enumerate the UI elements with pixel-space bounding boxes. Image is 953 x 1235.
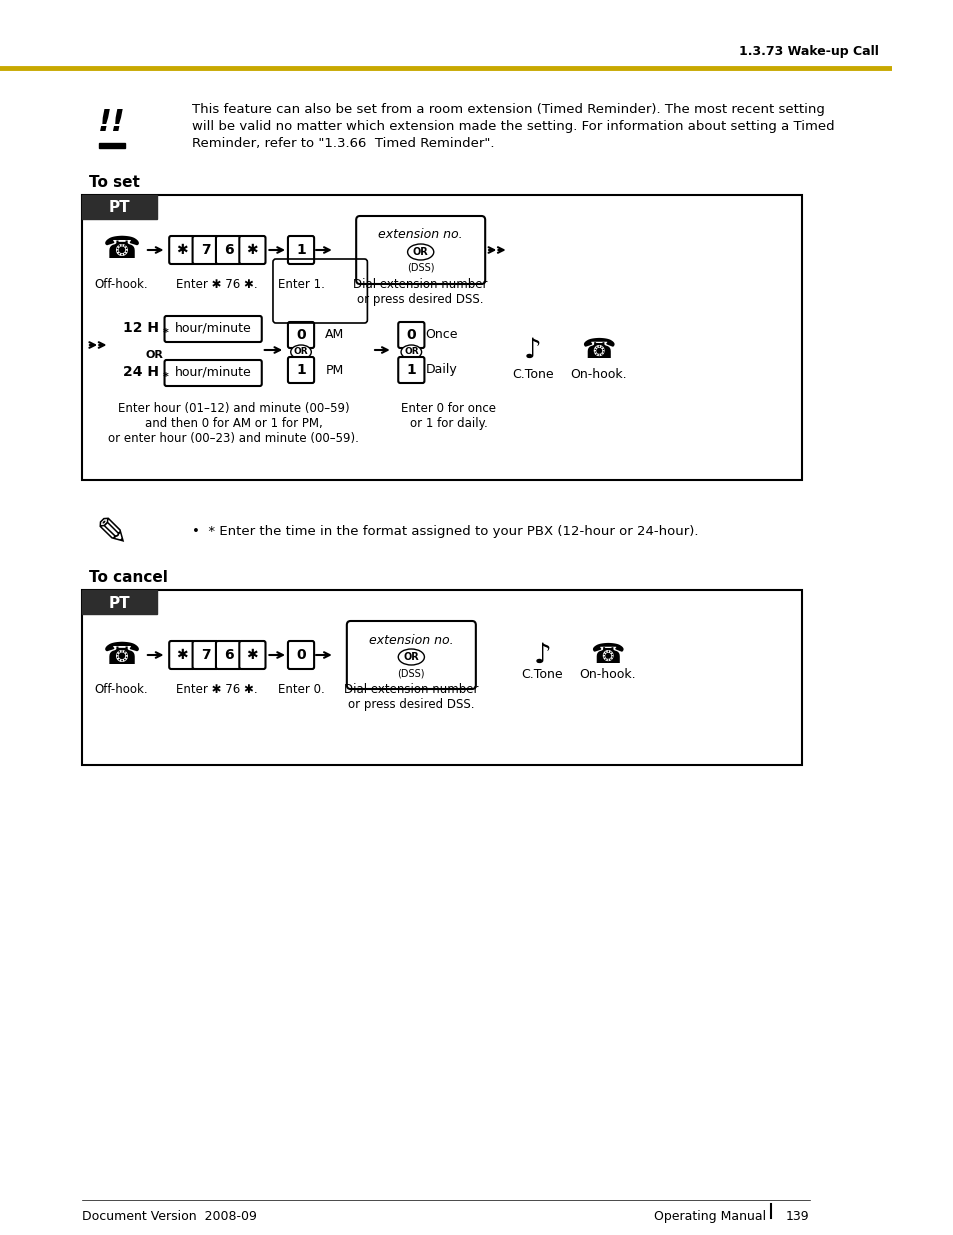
Text: To cancel: To cancel	[89, 571, 168, 585]
Text: 1.3.73 Wake-up Call: 1.3.73 Wake-up Call	[739, 46, 878, 58]
Text: ✱: ✱	[246, 243, 258, 257]
Text: Enter ✱ 76 ✱.: Enter ✱ 76 ✱.	[176, 683, 257, 697]
FancyBboxPatch shape	[169, 641, 195, 669]
Text: *: *	[163, 329, 169, 338]
Text: PT: PT	[109, 200, 131, 215]
FancyBboxPatch shape	[164, 316, 261, 342]
Text: (DSS): (DSS)	[407, 263, 434, 273]
Text: hour/minute: hour/minute	[174, 321, 252, 335]
Text: 24 H: 24 H	[123, 366, 159, 379]
Text: 12 H: 12 H	[123, 321, 159, 335]
Text: Enter 0 for once: Enter 0 for once	[401, 403, 496, 415]
Text: Operating Manual: Operating Manual	[654, 1210, 766, 1223]
Text: Dial extension number
or press desired DSS.: Dial extension number or press desired D…	[344, 683, 478, 711]
Text: ✱: ✱	[176, 648, 188, 662]
FancyBboxPatch shape	[288, 357, 314, 383]
FancyBboxPatch shape	[397, 322, 424, 348]
FancyBboxPatch shape	[193, 641, 218, 669]
FancyBboxPatch shape	[288, 641, 314, 669]
Text: 6: 6	[224, 648, 233, 662]
Text: 1: 1	[295, 363, 306, 377]
Text: PT: PT	[109, 595, 131, 610]
FancyBboxPatch shape	[239, 236, 265, 264]
Text: Enter 0.: Enter 0.	[277, 683, 324, 697]
Text: 139: 139	[785, 1210, 809, 1223]
Text: (DSS): (DSS)	[397, 668, 425, 678]
Text: ✱: ✱	[176, 243, 188, 257]
Text: OR: OR	[413, 247, 428, 257]
Text: hour/minute: hour/minute	[174, 366, 252, 378]
Text: 0: 0	[295, 329, 306, 342]
Text: Enter 1.: Enter 1.	[277, 278, 324, 291]
Text: On-hook.: On-hook.	[578, 668, 636, 682]
Text: Dial extension number
or press desired DSS.: Dial extension number or press desired D…	[353, 278, 487, 306]
Text: •  * Enter the time in the format assigned to your PBX (12-hour or 24-hour).: • * Enter the time in the format assigne…	[192, 525, 698, 538]
Text: Daily: Daily	[425, 363, 456, 377]
Text: C.Tone: C.Tone	[512, 368, 553, 382]
Bar	[82, 590, 157, 614]
Text: extension no.: extension no.	[369, 634, 454, 646]
Text: Enter hour (01–12) and minute (00–59): Enter hour (01–12) and minute (00–59)	[118, 403, 349, 415]
Text: 6: 6	[224, 243, 233, 257]
Text: On-hook.: On-hook.	[569, 368, 626, 382]
FancyBboxPatch shape	[397, 357, 424, 383]
Text: or enter hour (00–23) and minute (00–59).: or enter hour (00–23) and minute (00–59)…	[108, 432, 358, 445]
Text: ✱: ✱	[246, 648, 258, 662]
FancyBboxPatch shape	[164, 359, 261, 387]
Text: Document Version  2008-09: Document Version 2008-09	[82, 1210, 257, 1223]
Text: ♪: ♪	[533, 641, 551, 669]
FancyBboxPatch shape	[347, 621, 476, 689]
Text: ☎: ☎	[102, 641, 140, 669]
Text: To set: To set	[89, 175, 139, 190]
Text: C.Tone: C.Tone	[521, 668, 562, 682]
Text: 1: 1	[406, 363, 416, 377]
Text: will be valid no matter which extension made the setting. For information about : will be valid no matter which extension …	[192, 120, 833, 133]
FancyBboxPatch shape	[169, 236, 195, 264]
Text: ☎: ☎	[102, 236, 140, 264]
FancyBboxPatch shape	[215, 236, 242, 264]
Bar	[99, 143, 125, 148]
FancyBboxPatch shape	[193, 236, 218, 264]
Text: ✎: ✎	[95, 515, 129, 553]
FancyBboxPatch shape	[288, 236, 314, 264]
Text: 7: 7	[201, 243, 211, 257]
Ellipse shape	[291, 345, 311, 359]
Text: This feature can also be set from a room extension (Timed Reminder). The most re: This feature can also be set from a room…	[192, 103, 823, 116]
Text: OR: OR	[404, 347, 418, 357]
Text: or 1 for daily.: or 1 for daily.	[410, 417, 487, 430]
Ellipse shape	[400, 345, 421, 359]
Text: Enter ✱ 76 ✱.: Enter ✱ 76 ✱.	[176, 278, 257, 291]
Text: PM: PM	[325, 363, 343, 377]
FancyBboxPatch shape	[239, 641, 265, 669]
Text: !!: !!	[98, 107, 126, 137]
Text: ♪: ♪	[523, 336, 541, 364]
Text: Once: Once	[425, 329, 457, 342]
Text: Off-hook.: Off-hook.	[94, 278, 148, 291]
Text: ☎: ☎	[580, 336, 615, 364]
Text: 7: 7	[201, 648, 211, 662]
FancyBboxPatch shape	[288, 322, 314, 348]
Bar	[82, 195, 157, 219]
Text: 0: 0	[295, 648, 306, 662]
Text: OR: OR	[403, 652, 418, 662]
Text: OR: OR	[145, 350, 163, 359]
Text: OR: OR	[294, 347, 308, 357]
FancyBboxPatch shape	[215, 641, 242, 669]
Ellipse shape	[407, 245, 434, 261]
Text: *: *	[163, 372, 169, 382]
Text: AM: AM	[325, 329, 344, 342]
FancyBboxPatch shape	[82, 590, 801, 764]
Ellipse shape	[397, 650, 424, 664]
Text: extension no.: extension no.	[378, 228, 462, 242]
Text: and then 0 for AM or 1 for PM,: and then 0 for AM or 1 for PM,	[145, 417, 322, 430]
Text: 0: 0	[406, 329, 416, 342]
FancyBboxPatch shape	[82, 195, 801, 480]
FancyBboxPatch shape	[355, 216, 485, 284]
Text: ☎: ☎	[590, 641, 624, 669]
Text: 1: 1	[295, 243, 306, 257]
Text: Reminder, refer to "1.3.66  Timed Reminder".: Reminder, refer to "1.3.66 Timed Reminde…	[192, 137, 494, 149]
Text: Off-hook.: Off-hook.	[94, 683, 148, 697]
